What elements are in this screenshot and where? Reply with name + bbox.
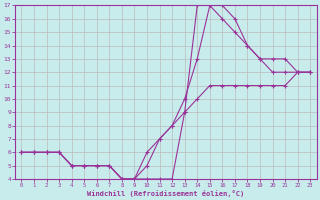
X-axis label: Windchill (Refroidissement éolien,°C): Windchill (Refroidissement éolien,°C) bbox=[87, 190, 244, 197]
